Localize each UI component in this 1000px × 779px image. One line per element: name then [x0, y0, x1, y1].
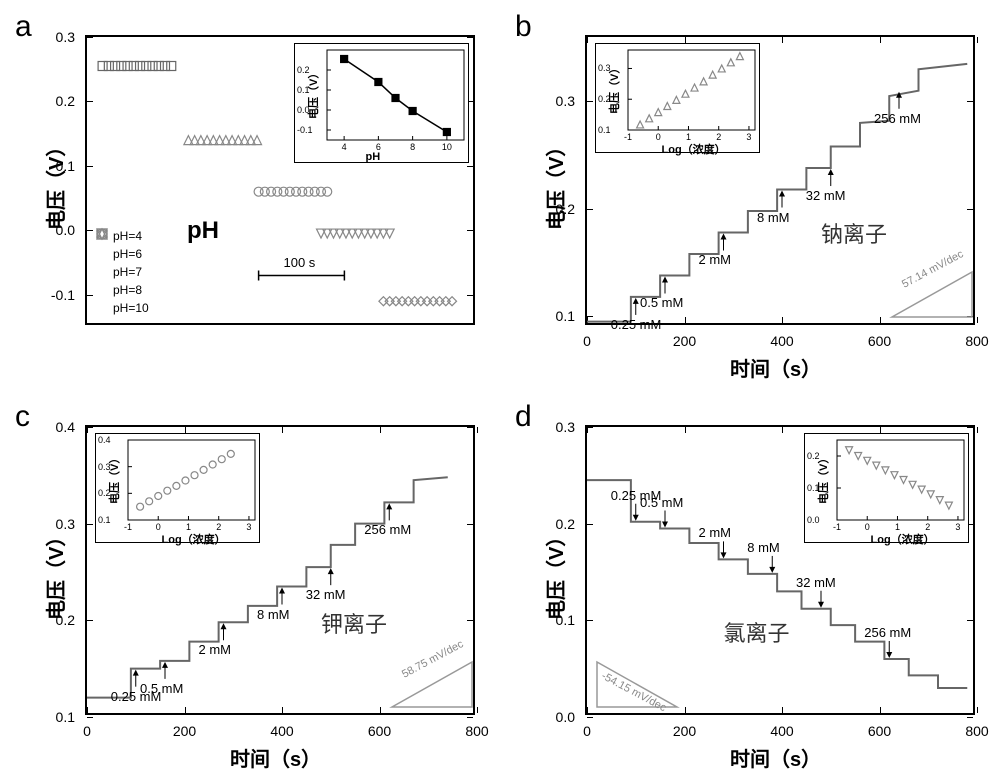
xtick: 800	[965, 723, 988, 739]
inset-x-label: pH	[366, 151, 381, 163]
inset-plot: 46810-0.10.00.10.2电压（V）pH	[294, 43, 469, 163]
step-annotation: 2 mM	[199, 642, 232, 657]
plot-box-c: 0.10.20.30.402004006008000.25 mM0.5 mM2 …	[85, 425, 475, 715]
analyte-label: 钾离子	[321, 607, 387, 639]
inset-y-label: 电压（V）	[305, 68, 321, 119]
ytick: 0.4	[56, 419, 75, 435]
xtick: 600	[368, 723, 391, 739]
legend: pH=4pH=6pH=7pH=8pH=10	[95, 227, 149, 317]
panel-a: a-0.10.00.10.20.3pH=4pH=6pH=7pH=8pH=10pH…	[10, 10, 490, 380]
ytick: 0.3	[556, 93, 575, 109]
step-annotation: 0.5 mM	[640, 295, 683, 310]
step-annotation: 2 mM	[699, 525, 732, 540]
y-axis-label: 电压（V）	[540, 527, 569, 620]
scalebar-label: 100 s	[284, 255, 316, 270]
inset-plot: -101230.10.20.3电压（V）Log（浓度）	[595, 43, 760, 153]
legend-label: pH=6	[113, 245, 142, 263]
inset-plot: -101230.00.10.2电压（V）Log（浓度）	[804, 433, 969, 543]
inset-y-label: 电压（V）	[106, 453, 122, 504]
panel-label-d: d	[515, 400, 532, 434]
inset-x-label: Log（浓度）	[871, 531, 935, 547]
analyte-label: 氯离子	[724, 616, 790, 648]
ytick: 0.3	[56, 29, 75, 45]
panel-b: b0.10.20.302004006008000.25 mM0.5 mM2 mM…	[510, 10, 990, 380]
step-annotation: 0.5 mM	[640, 495, 683, 510]
xtick: 800	[465, 723, 488, 739]
plot-box-b: 0.10.20.302004006008000.25 mM0.5 mM2 mM8…	[585, 35, 975, 325]
panel-label-a: a	[15, 10, 32, 44]
x-axis-label: 时间（s）	[230, 743, 321, 772]
ytick: 0.1	[56, 709, 75, 725]
ytick: 0.1	[556, 308, 575, 324]
ytick: 0.2	[56, 93, 75, 109]
legend-label: pH=4	[113, 227, 142, 245]
xtick: 600	[868, 333, 891, 349]
step-annotation: 8 mM	[747, 540, 780, 555]
x-axis-label: 时间（s）	[730, 743, 821, 772]
step-annotation: 8 mM	[257, 607, 290, 622]
xtick: 0	[583, 333, 591, 349]
xtick: 200	[673, 333, 696, 349]
figure-grid: a-0.10.00.10.20.3pH=4pH=6pH=7pH=8pH=10pH…	[0, 0, 1000, 779]
xtick: 0	[83, 723, 91, 739]
step-annotation: 8 mM	[757, 210, 790, 225]
y-axis-label: 电压（V）	[40, 527, 69, 620]
step-annotation: 2 mM	[699, 252, 732, 267]
step-annotation: 0.25 mM	[611, 317, 662, 332]
legend-label: pH=10	[113, 299, 149, 317]
x-axis-label: 时间（s）	[730, 353, 821, 382]
plot-box-a: -0.10.00.10.20.3pH=4pH=6pH=7pH=8pH=10pH1…	[85, 35, 475, 325]
xtick: 200	[173, 723, 196, 739]
inset-y-label: 电压（V）	[815, 453, 831, 504]
xtick: 0	[583, 723, 591, 739]
ytick: -0.1	[51, 287, 75, 303]
y-axis-label: 电压（V）	[540, 137, 569, 230]
panel-label-c: c	[15, 400, 30, 434]
xtick: 400	[270, 723, 293, 739]
panel-c: c 0.10.20.30.402004006008000.25 mM0.5 mM2…	[10, 400, 490, 770]
inset-plot: -101230.10.20.30.4电压（V）Log（浓度）	[95, 433, 260, 543]
y-axis-label: 电压（V）	[40, 137, 69, 230]
step-annotation: 32 mM	[796, 575, 836, 590]
plot-box-d: 0.00.10.20.302004006008000.25 mM0.5 mM2 …	[585, 425, 975, 715]
xtick: 200	[673, 723, 696, 739]
step-annotation: 256 mM	[364, 522, 411, 537]
inset-x-label: Log（浓度）	[662, 141, 726, 157]
ytick: 0.3	[556, 419, 575, 435]
panel-title: pH	[187, 217, 219, 245]
panel-label-b: b	[515, 10, 532, 44]
step-annotation: 0.5 mM	[140, 681, 183, 696]
xtick: 400	[770, 723, 793, 739]
step-annotation: 256 mM	[874, 111, 921, 126]
xtick: 800	[965, 333, 988, 349]
xtick: 400	[770, 333, 793, 349]
panel-d: d 0.00.10.20.302004006008000.25 mM0.5 mM2…	[510, 400, 990, 770]
xtick: 600	[868, 723, 891, 739]
step-annotation: 32 mM	[806, 188, 846, 203]
step-annotation: 32 mM	[306, 587, 346, 602]
inset-y-label: 电压（V）	[606, 63, 622, 114]
ytick: 0.0	[556, 709, 575, 725]
legend-label: pH=8	[113, 281, 142, 299]
inset-x-label: Log（浓度）	[162, 531, 226, 547]
legend-label: pH=7	[113, 263, 142, 281]
analyte-label: 钠离子	[821, 217, 887, 249]
step-annotation: 256 mM	[864, 625, 911, 640]
